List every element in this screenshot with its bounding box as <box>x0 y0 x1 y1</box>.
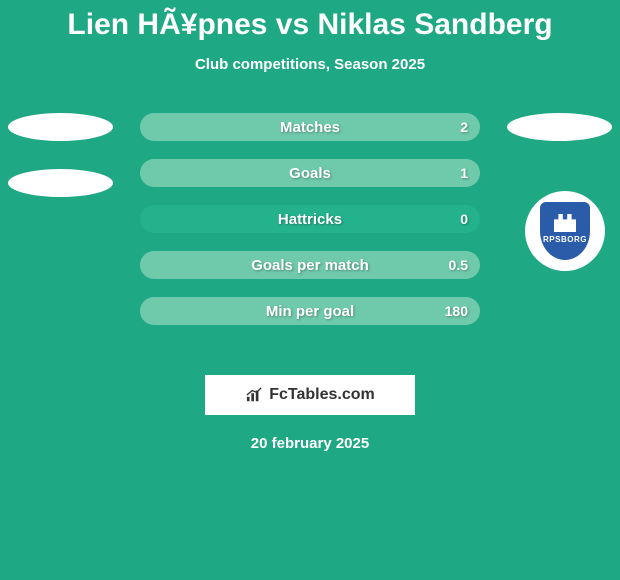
stat-value: 0 <box>460 211 468 227</box>
castle-icon <box>554 214 576 232</box>
stat-value: 0.5 <box>449 257 468 273</box>
stat-label: Goals <box>140 165 480 182</box>
stat-value: 1 <box>460 165 468 181</box>
shield-icon: RPSBORG <box>540 202 590 260</box>
stat-bar: Goals per match0.5 <box>140 251 480 279</box>
stat-bar: Goals1 <box>140 159 480 187</box>
source-banner[interactable]: FcTables.com <box>205 375 415 415</box>
right-photo-placeholder <box>507 113 612 141</box>
banner-text: FcTables.com <box>269 386 375 404</box>
stat-label: Min per goal <box>140 303 480 320</box>
chart-icon <box>245 387 263 403</box>
stat-label: Goals per match <box>140 257 480 274</box>
right-team-badge: RPSBORG <box>525 191 605 271</box>
stat-bar: Min per goal180 <box>140 297 480 325</box>
stat-bar: Matches2 <box>140 113 480 141</box>
badge-team-name: RPSBORG <box>543 235 587 244</box>
team-badge-placeholder <box>8 169 113 197</box>
left-team-placeholders <box>8 113 113 225</box>
page-title: Lien HÃ¥pnes vs Niklas Sandberg <box>0 8 620 42</box>
stat-label: Matches <box>140 119 480 136</box>
stat-bar: Hattricks0 <box>140 205 480 233</box>
team-photo-placeholder <box>8 113 113 141</box>
stats-area: RPSBORG Matches2 Goals1 Hattricks0 Goals pe… <box>0 113 620 363</box>
stat-label: Hattricks <box>140 211 480 228</box>
main-container: Lien HÃ¥pnes vs Niklas Sandberg Club com… <box>0 0 620 580</box>
stat-value: 180 <box>445 303 468 319</box>
stat-value: 2 <box>460 119 468 135</box>
date-display: 20 february 2025 <box>0 435 620 452</box>
stat-bars-list: Matches2Goals1Hattricks0Goals per match0… <box>140 113 480 343</box>
page-subtitle: Club competitions, Season 2025 <box>0 56 620 73</box>
